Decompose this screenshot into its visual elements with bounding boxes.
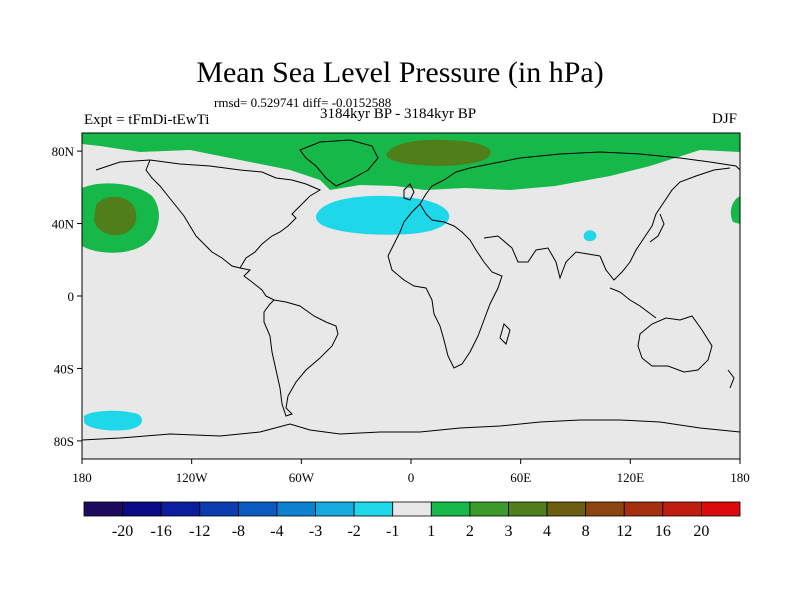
colorbar-label: -16 [151, 523, 172, 540]
coastlines [82, 139, 740, 441]
lon-tick-label: 120W [176, 470, 209, 485]
colorbar-swatch-4 [237, 501, 278, 517]
lon-tick-label: 60E [510, 470, 531, 485]
lat-tick-label: 40S [54, 361, 74, 376]
colorbar-swatch-15 [662, 501, 702, 517]
lon-tick-label: 180 [72, 470, 92, 485]
colorbar-swatch-3 [199, 501, 239, 517]
lat-tick-label: 0 [68, 289, 75, 304]
coastline-eurasia [419, 151, 740, 205]
lon-tick-label: 0 [408, 470, 415, 485]
colorbar-swatch-16 [701, 501, 741, 517]
coastline-greenland [299, 139, 379, 187]
lat-tick-label: 80N [52, 144, 75, 159]
colorbar-swatch-8 [392, 501, 432, 517]
colorbar-label: -3 [309, 523, 322, 540]
colorbar-swatch-1 [122, 501, 162, 517]
coastline-north-america [95, 159, 322, 301]
coastline-europe-africa [387, 203, 503, 369]
colorbar-label: 12 [616, 523, 632, 540]
colorbar-label: 2 [466, 523, 474, 540]
lat-tick-label: 80S [54, 434, 74, 449]
colorbar-swatch-7 [353, 501, 394, 517]
colorbar-swatch-6 [315, 501, 355, 517]
stats-line: rmsd= 0.529741 diff= -0.0152588 [214, 95, 392, 110]
colorbar-label: -8 [232, 523, 245, 540]
experiment-label: Expt = tFmDi-tEwTi [84, 112, 210, 128]
coastline-australia [637, 315, 713, 373]
coastline-new-zealand [727, 369, 735, 389]
colorbar-swatch-5 [276, 501, 316, 517]
colorbar-swatch-13 [585, 501, 625, 517]
coastline-north-america-west [145, 159, 241, 269]
colorbar-label: -1 [386, 523, 399, 540]
coastline-east-asia [599, 167, 731, 281]
colorbar-label: 8 [582, 523, 590, 540]
season-label: DJF [712, 111, 738, 127]
colorbar-swatch-2 [160, 501, 201, 517]
colorbar-label: 16 [655, 523, 671, 540]
period-label: 3184kyr BP - 3184kyr BP [320, 106, 477, 122]
colorbar-label: -20 [112, 523, 133, 540]
coastline-madagascar [499, 323, 511, 345]
colorbar-swatch-9 [430, 501, 471, 517]
mid-atlantic-low [316, 195, 450, 235]
colorbar-label: -4 [270, 523, 283, 540]
colorbar-label: 4 [543, 523, 551, 540]
north-pacific-high-core [94, 196, 137, 236]
map-area [81, 132, 741, 460]
coastline-arabia-india [483, 235, 601, 280]
colorbar-swatch-14 [623, 501, 664, 517]
chart-title: Mean Sea Level Pressure (in hPa) [196, 56, 604, 89]
coastline-southeast-asia [609, 287, 657, 319]
coastline-antarctica [82, 419, 740, 441]
colorbar-swatch-11 [508, 501, 548, 517]
colorbar-label: -12 [189, 523, 210, 540]
coastline-south-america [263, 299, 339, 417]
colorbar-swatch-0 [83, 501, 123, 517]
lon-tick-label: 120E [617, 470, 645, 485]
north-atlantic-high-core [386, 139, 491, 166]
coastline-britain [403, 183, 415, 201]
colorbar: -20 -16 -12 -8 -4 -3 -2 -1 1 2 3 4 8 12 16 20 [83, 501, 741, 540]
southern-pacific-low [84, 410, 142, 431]
tibet-low [583, 230, 597, 242]
east-pacific-high-edge [730, 196, 740, 224]
lat-tick-label: 40N [52, 217, 75, 232]
colorbar-label: 20 [693, 523, 709, 540]
latitude-axis: 80N 40N 0 40S 80S [52, 144, 82, 449]
lon-tick-label: 180 [730, 470, 750, 485]
colorbar-swatch-12 [546, 501, 587, 517]
colorbar-label: 1 [427, 523, 435, 540]
coastline-japan [649, 213, 665, 243]
colorbar-swatch-10 [469, 501, 509, 517]
longitude-axis: 180 120W 60W 0 60E 120E 180 [72, 459, 750, 485]
colorbar-label: -2 [347, 523, 360, 540]
lon-tick-label: 60W [289, 470, 315, 485]
colorbar-label: 3 [504, 523, 512, 540]
